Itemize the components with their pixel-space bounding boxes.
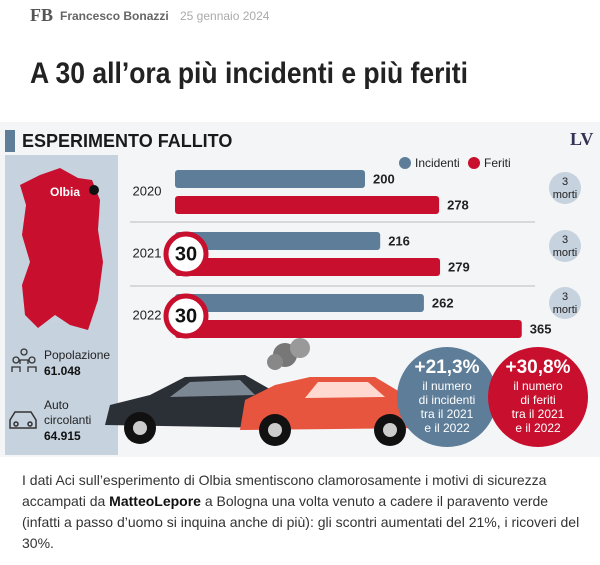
death-count: 3 — [562, 234, 568, 246]
y-tick-label: 2021 — [133, 245, 162, 260]
callout-text: e il 2022 — [424, 421, 470, 435]
callout-text: il numero — [513, 379, 563, 393]
brand: LV — [570, 129, 593, 149]
y-tick-label: 2020 — [133, 183, 162, 198]
bar — [175, 196, 440, 214]
value-label: 216 — [388, 233, 410, 248]
bar — [175, 258, 441, 276]
legend-swatch — [468, 157, 480, 169]
death-label: morti — [553, 304, 577, 316]
bar — [175, 294, 424, 312]
death-badge — [549, 287, 581, 319]
stat-label: circolanti — [44, 413, 91, 427]
y-tick-label: 2022 — [133, 307, 162, 322]
logo: FB — [30, 5, 53, 25]
speed-sign-text: 30 — [175, 243, 197, 265]
speed-sign-text: 30 — [175, 305, 197, 327]
speed-sign — [163, 293, 209, 339]
stat-value: 61.048 — [44, 364, 81, 378]
callout-text: tra il 2021 — [512, 407, 565, 421]
callout-pct: +21,3% — [415, 357, 480, 378]
stat-label: Auto — [44, 398, 69, 412]
cars — [105, 338, 430, 446]
callout-circle — [488, 347, 588, 447]
callout-circle — [397, 347, 497, 447]
bar — [175, 170, 365, 188]
value-label: 262 — [432, 295, 454, 310]
marker — [5, 130, 15, 152]
callout-text: e il 2022 — [515, 421, 561, 435]
stat-value: 64.915 — [44, 429, 81, 443]
date: 25 gennaio 2024 — [180, 9, 270, 23]
callout-text: di incidenti — [419, 393, 476, 407]
value-label: 200 — [373, 171, 395, 186]
callout-pct: +30,8% — [506, 357, 571, 378]
city: Olbia — [50, 185, 80, 199]
value-label: 278 — [447, 197, 469, 212]
value-label: 365 — [530, 321, 552, 336]
city-dot — [89, 185, 99, 195]
headline: A 30 all’ora più incidenti e più feriti — [30, 57, 468, 90]
death-count: 3 — [562, 176, 568, 188]
legend-label: Incidenti — [415, 156, 460, 170]
callout-text: di feriti — [520, 393, 555, 407]
bar — [175, 320, 522, 338]
text: I dati Aci sull’esperimento di Olbia sme… — [22, 472, 547, 509]
callout-text: tra il 2021 — [421, 407, 474, 421]
value-label: 279 — [448, 259, 470, 274]
article-text: I dati Aci sull’esperimento di Olbia sme… — [22, 470, 587, 554]
death-label: morti — [553, 189, 577, 201]
death-count: 3 — [562, 291, 568, 303]
death-badge — [549, 172, 581, 204]
death-label: morti — [553, 247, 577, 259]
section-title: ESPERIMENTO FALLITO — [22, 131, 232, 151]
speed-sign — [163, 231, 209, 277]
map — [20, 168, 103, 330]
car-icon — [9, 411, 37, 429]
stat-label: Popolazione — [44, 348, 110, 362]
people-icon — [11, 348, 37, 372]
text-bold: MatteoLepore — [109, 493, 201, 509]
callout-text: il numero — [422, 379, 472, 393]
death-badge — [549, 230, 581, 262]
text: a Bologna una volta venuto a cadere il p… — [22, 493, 580, 551]
bar — [175, 232, 381, 250]
legend-label: Feriti — [484, 156, 511, 170]
legend-swatch — [399, 157, 411, 169]
author: Francesco Bonazzi — [60, 9, 169, 23]
